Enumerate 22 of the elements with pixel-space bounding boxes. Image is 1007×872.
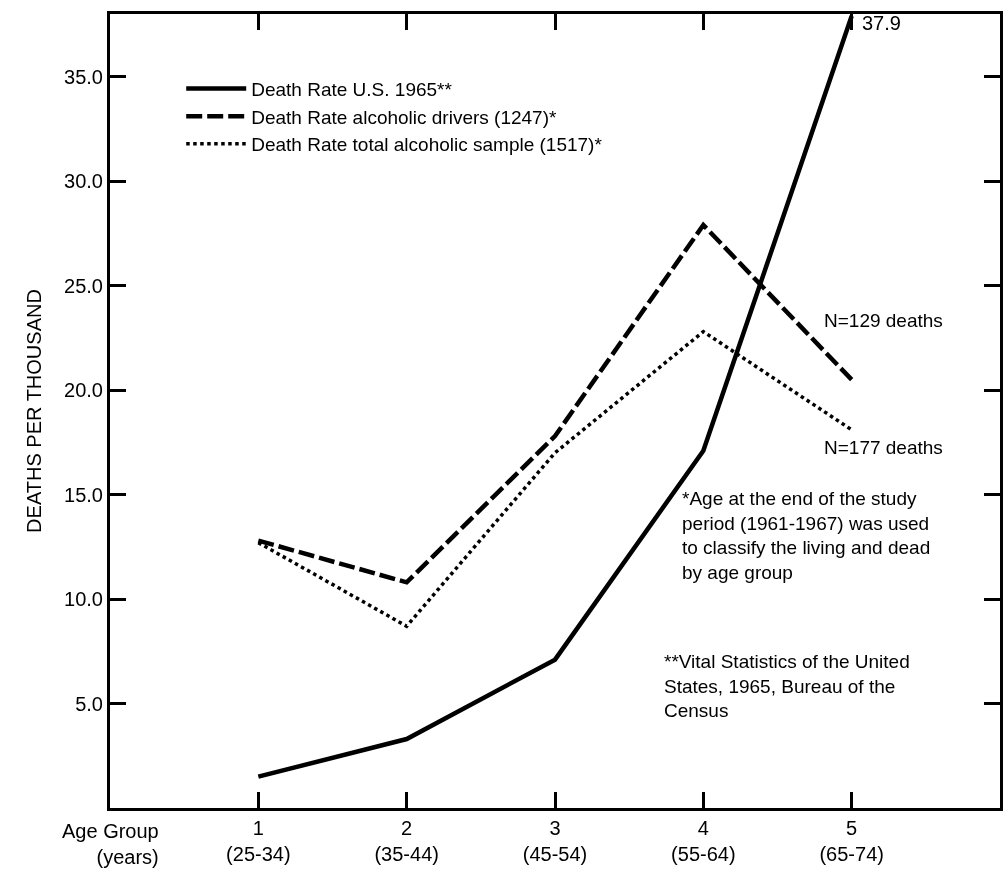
y-tick-label: 15.0	[64, 483, 103, 506]
annotation: N=129 deaths	[824, 310, 943, 331]
y-tick-label: 30.0	[64, 170, 103, 193]
annotation: 37.9	[862, 12, 901, 34]
y-tick-label: 35.0	[64, 65, 103, 88]
annotation: *Age at the end of the study period (1961-1967) was used to classify the living and dead by age group	[682, 488, 931, 584]
legend-label: Death Rate total alcoholic sample (1517)*	[251, 134, 603, 156]
y-axis-title: DEATHS PER THOUSAND	[22, 289, 45, 533]
y-tick-label: 10.0	[64, 588, 103, 611]
x-tick-label: 4 (55-64)	[671, 817, 736, 865]
y-tick-label: 20.0	[64, 379, 103, 402]
x-tick-label: 5 (65-74)	[819, 817, 884, 865]
legend-label: Death Rate U.S. 1965**	[251, 78, 453, 100]
annotation: **Vital Statistics of the United States, 1965, Bureau of the Census	[664, 651, 910, 722]
x-tick-label: 2 (35-44)	[374, 817, 439, 865]
y-tick-label: 5.0	[75, 692, 103, 715]
x-tick-label: 3 (45-54)	[522, 817, 588, 865]
x-tick-label: 1 (25-34)	[226, 817, 291, 865]
legend-label: Death Rate alcoholic drivers (1247)*	[251, 106, 558, 128]
annotation: N=177 deaths	[824, 437, 943, 458]
x-axis-title: Age Group (years)	[62, 820, 159, 868]
y-tick-label: 25.0	[64, 274, 103, 297]
